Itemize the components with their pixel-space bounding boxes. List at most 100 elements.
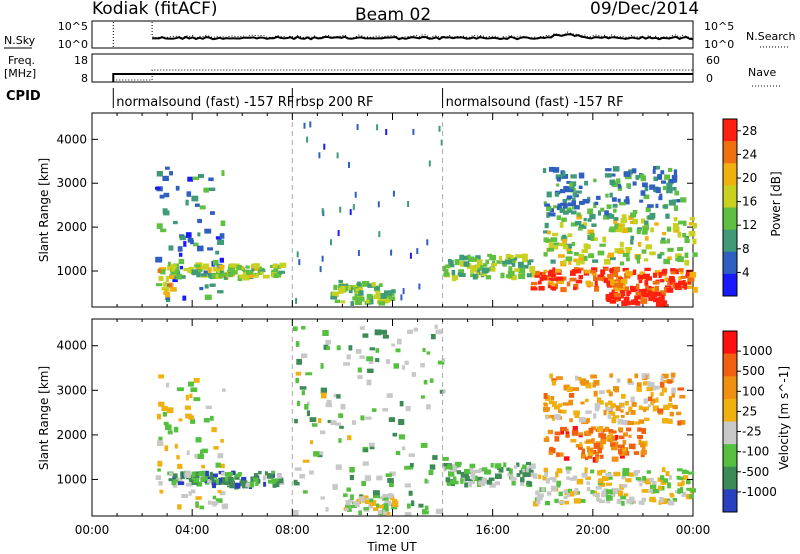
range-time-cell <box>592 490 597 495</box>
freq-tick-right-top: 60 <box>706 54 720 67</box>
range-time-cell <box>546 205 552 212</box>
range-time-cell <box>572 192 577 197</box>
range-time-cell <box>526 466 530 473</box>
range-time-cell <box>640 173 645 178</box>
range-time-cell <box>225 472 230 477</box>
range-time-cell <box>597 277 604 281</box>
range-time-cell <box>227 471 232 478</box>
range-time-cell <box>679 395 686 399</box>
range-time-cell <box>219 491 226 496</box>
range-time-cell <box>345 504 351 508</box>
range-time-cell <box>676 411 682 416</box>
range-time-cell <box>576 478 584 485</box>
range-time-cell <box>393 363 399 369</box>
range-time-cell <box>263 481 267 487</box>
range-time-cell <box>546 212 550 218</box>
range-time-cell <box>385 359 391 364</box>
range-time-cell <box>648 489 655 493</box>
range-time-cell <box>612 166 620 172</box>
range-time-cell <box>609 432 614 438</box>
freq-panel-frame <box>91 53 694 83</box>
range-time-cell <box>612 430 617 434</box>
range-time-cell <box>648 296 653 302</box>
range-time-cell <box>481 271 487 277</box>
range-time-cell <box>619 202 626 206</box>
range-time-cell <box>578 274 583 280</box>
range-time-cell <box>470 265 476 271</box>
range-time-cell <box>644 417 650 422</box>
range-time-cell <box>548 285 552 289</box>
range-time-cell <box>622 440 627 445</box>
range-time-cell <box>395 450 401 456</box>
range-time-cell <box>611 173 616 177</box>
range-time-cell <box>621 475 626 480</box>
range-time-cell <box>330 239 332 246</box>
range-time-cell <box>408 453 415 457</box>
range-time-cell <box>366 356 374 362</box>
colorbar-tick-label: 4 <box>742 265 750 279</box>
range-time-cell <box>404 512 412 516</box>
range-time-cell <box>565 433 570 438</box>
range-time-cell <box>645 207 651 213</box>
range-time-cell <box>440 139 443 146</box>
range-time-cell <box>350 301 354 306</box>
range-time-cell <box>630 212 636 218</box>
range-time-cell <box>191 471 196 478</box>
range-time-cell <box>595 456 599 462</box>
range-time-cell <box>195 501 199 508</box>
range-time-cell <box>275 265 280 269</box>
range-time-cell <box>336 152 339 159</box>
range-time-cell <box>357 367 362 373</box>
range-time-cell <box>614 292 622 298</box>
range-time-cell <box>322 330 329 336</box>
range-time-cell <box>511 480 516 486</box>
range-time-cell <box>660 170 665 175</box>
range-time-cell <box>672 404 678 410</box>
range-time-cell <box>507 472 514 477</box>
range-time-cell <box>234 482 241 489</box>
range-time-cell <box>645 244 652 250</box>
range-time-cell <box>208 177 214 182</box>
range-time-cell <box>552 267 556 273</box>
range-time-cell <box>616 499 622 504</box>
range-time-cell <box>378 504 384 509</box>
range-time-cell <box>548 166 555 172</box>
range-time-cell <box>661 237 666 241</box>
range-time-cell <box>647 381 651 386</box>
range-time-cell <box>562 402 569 406</box>
range-time-cell <box>636 258 640 264</box>
range-time-cell <box>325 403 333 408</box>
range-time-cell <box>169 171 173 176</box>
range-time-cell <box>586 418 590 423</box>
range-time-cell <box>339 206 342 213</box>
range-time-cell <box>219 233 225 239</box>
range-time-cell <box>597 250 605 256</box>
range-time-cell <box>347 508 352 512</box>
range-time-cell <box>490 263 498 267</box>
range-time-cell <box>651 398 656 404</box>
range-time-cell <box>335 422 341 426</box>
range-time-cell <box>164 286 170 292</box>
range-time-cell <box>475 264 480 268</box>
range-time-cell <box>623 171 631 177</box>
range-time-cell <box>674 269 679 275</box>
range-time-cell <box>248 274 254 279</box>
range-time-cell <box>321 255 324 262</box>
range-time-cell <box>574 220 582 226</box>
range-time-cell <box>165 276 169 282</box>
range-time-cell <box>199 505 204 510</box>
range-time-cell <box>578 185 583 189</box>
range-time-cell <box>684 237 689 243</box>
range-time-cell <box>206 479 212 483</box>
range-time-cell <box>566 195 573 199</box>
range-time-cell <box>201 265 208 270</box>
range-time-cell <box>217 290 224 294</box>
range-time-cell <box>670 268 676 272</box>
range-time-cell <box>557 203 561 209</box>
range-time-cell <box>573 286 577 291</box>
range-time-cell <box>338 438 342 443</box>
range-time-cell <box>336 394 341 399</box>
range-time-cell <box>185 482 193 487</box>
range-time-cell <box>567 386 573 392</box>
